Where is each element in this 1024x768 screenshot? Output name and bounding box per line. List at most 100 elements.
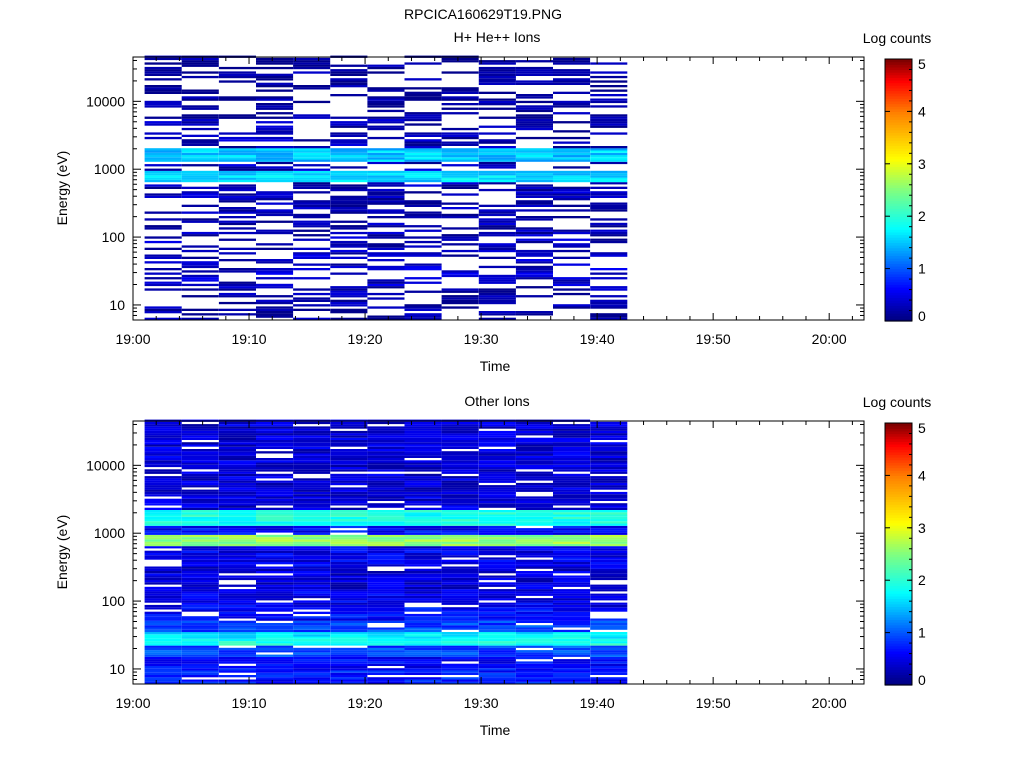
spectrogram-cell	[590, 516, 628, 520]
spectrogram-cell	[590, 155, 628, 158]
spectrogram-cell	[515, 505, 553, 508]
spectrogram-cell	[293, 446, 331, 449]
spectrogram-cell	[478, 211, 516, 214]
spectrogram-cell	[181, 118, 219, 122]
spectrogram-cell	[590, 85, 628, 88]
spectrogram-cell	[144, 580, 182, 583]
spectrogram-cell	[144, 288, 182, 291]
spectrogram-cell	[144, 510, 182, 513]
spectrogram-cell	[293, 207, 331, 210]
spectrogram-cell	[367, 116, 405, 119]
spectrogram-cell	[367, 541, 405, 544]
spectrogram-cell	[330, 304, 368, 307]
spectrogram-cell	[367, 514, 405, 517]
spectrogram-cell	[181, 494, 219, 497]
spectrogram-cell	[478, 100, 516, 104]
spectrogram-cell	[367, 279, 405, 282]
spectrogram-cell	[478, 521, 516, 524]
colorbar-swatch	[885, 224, 912, 228]
spectrogram-cell	[515, 313, 553, 316]
spectrogram-cell	[218, 632, 256, 635]
spectrogram-cell	[553, 306, 591, 309]
spectrogram-cell	[553, 426, 591, 429]
spectrogram-cell	[553, 514, 591, 517]
spectrogram-cell	[256, 462, 294, 465]
spectrogram-cell	[144, 616, 182, 619]
spectrogram-cell	[330, 462, 368, 465]
spectrogram-cell	[218, 281, 256, 284]
colorbar-swatch	[885, 658, 912, 663]
spectrogram-cell	[515, 629, 553, 633]
spectrogram-cell	[256, 616, 294, 619]
spectrogram-cell	[144, 677, 182, 680]
spectrogram-cell	[218, 613, 256, 617]
spectrogram-cell	[218, 616, 256, 619]
spectrogram-cell	[367, 118, 405, 122]
spectrogram-cell	[144, 173, 182, 176]
spectrogram-cell	[515, 458, 553, 461]
spectrogram-cell	[218, 444, 256, 447]
spectrogram-cell	[404, 112, 442, 115]
spectrogram-cell	[181, 89, 219, 92]
spectrogram-cell	[404, 254, 442, 257]
spectrogram-cell	[367, 634, 405, 637]
colorbar-swatch	[885, 509, 912, 513]
colorbar-tick-label: 1	[918, 261, 926, 277]
spectrogram-cell	[478, 541, 516, 544]
spectrogram-cell	[515, 485, 553, 488]
spectrogram-cell	[367, 534, 405, 538]
colorbar-swatch	[885, 148, 912, 152]
spectrogram-cell	[478, 638, 516, 642]
spectrogram-cell	[293, 164, 331, 167]
spectrogram-cell	[144, 679, 182, 682]
spectrogram-cell	[404, 519, 442, 522]
spectrogram-cell	[330, 430, 368, 434]
y-axis-label: Energy (eV)	[54, 151, 70, 226]
spectrogram-cell	[553, 598, 591, 601]
spectrogram-cell	[515, 430, 553, 434]
spectrogram-cell	[404, 317, 442, 320]
spectrogram-cell	[404, 229, 442, 232]
spectrogram-cell	[590, 539, 628, 542]
spectrogram-cell	[441, 487, 479, 490]
spectrogram-cell	[256, 523, 294, 526]
spectrogram-cell	[367, 202, 405, 205]
spectrogram-cell	[218, 496, 256, 499]
spectrogram-cell	[144, 485, 182, 488]
spectrogram-cell	[515, 661, 553, 664]
spectrogram-cell	[441, 464, 479, 468]
spectrogram-cell	[181, 295, 219, 298]
spectrogram-cell	[293, 222, 331, 226]
spectrogram-cell	[404, 290, 442, 293]
spectrogram-cell	[441, 584, 479, 587]
spectrogram-cell	[256, 295, 294, 298]
colorbar-swatch	[885, 226, 912, 230]
spectrogram-cell	[367, 198, 405, 201]
spectrogram-cell	[590, 148, 628, 151]
spectrogram-cell	[181, 220, 219, 223]
spectrogram-cell	[515, 636, 553, 639]
spectrogram-cell	[590, 652, 628, 655]
colorbar-swatch	[885, 145, 912, 149]
spectrogram-cell	[181, 308, 219, 311]
spectrogram-cell	[590, 159, 628, 162]
spectrogram-cell	[330, 641, 368, 644]
spectrogram-cell	[441, 175, 479, 178]
spectrogram-cell	[367, 254, 405, 257]
spectrogram-cell	[553, 562, 591, 565]
colorbar-swatch	[885, 559, 912, 563]
spectrogram-cell	[218, 548, 256, 551]
spectrogram-cell	[256, 503, 294, 506]
spectrogram-cell	[181, 143, 219, 146]
spectrogram-cell	[256, 202, 294, 205]
spectrogram-cell	[144, 164, 182, 167]
spectrogram-cell	[478, 530, 516, 533]
spectrogram-cell	[144, 66, 182, 70]
spectrogram-cell	[478, 175, 516, 178]
spectrogram-cell	[256, 613, 294, 617]
spectrogram-cell	[515, 249, 553, 253]
spectrogram-cell	[144, 634, 182, 637]
spectrogram-cell	[553, 613, 591, 617]
spectrogram-cell	[293, 600, 331, 603]
spectrogram-cell	[404, 532, 442, 535]
